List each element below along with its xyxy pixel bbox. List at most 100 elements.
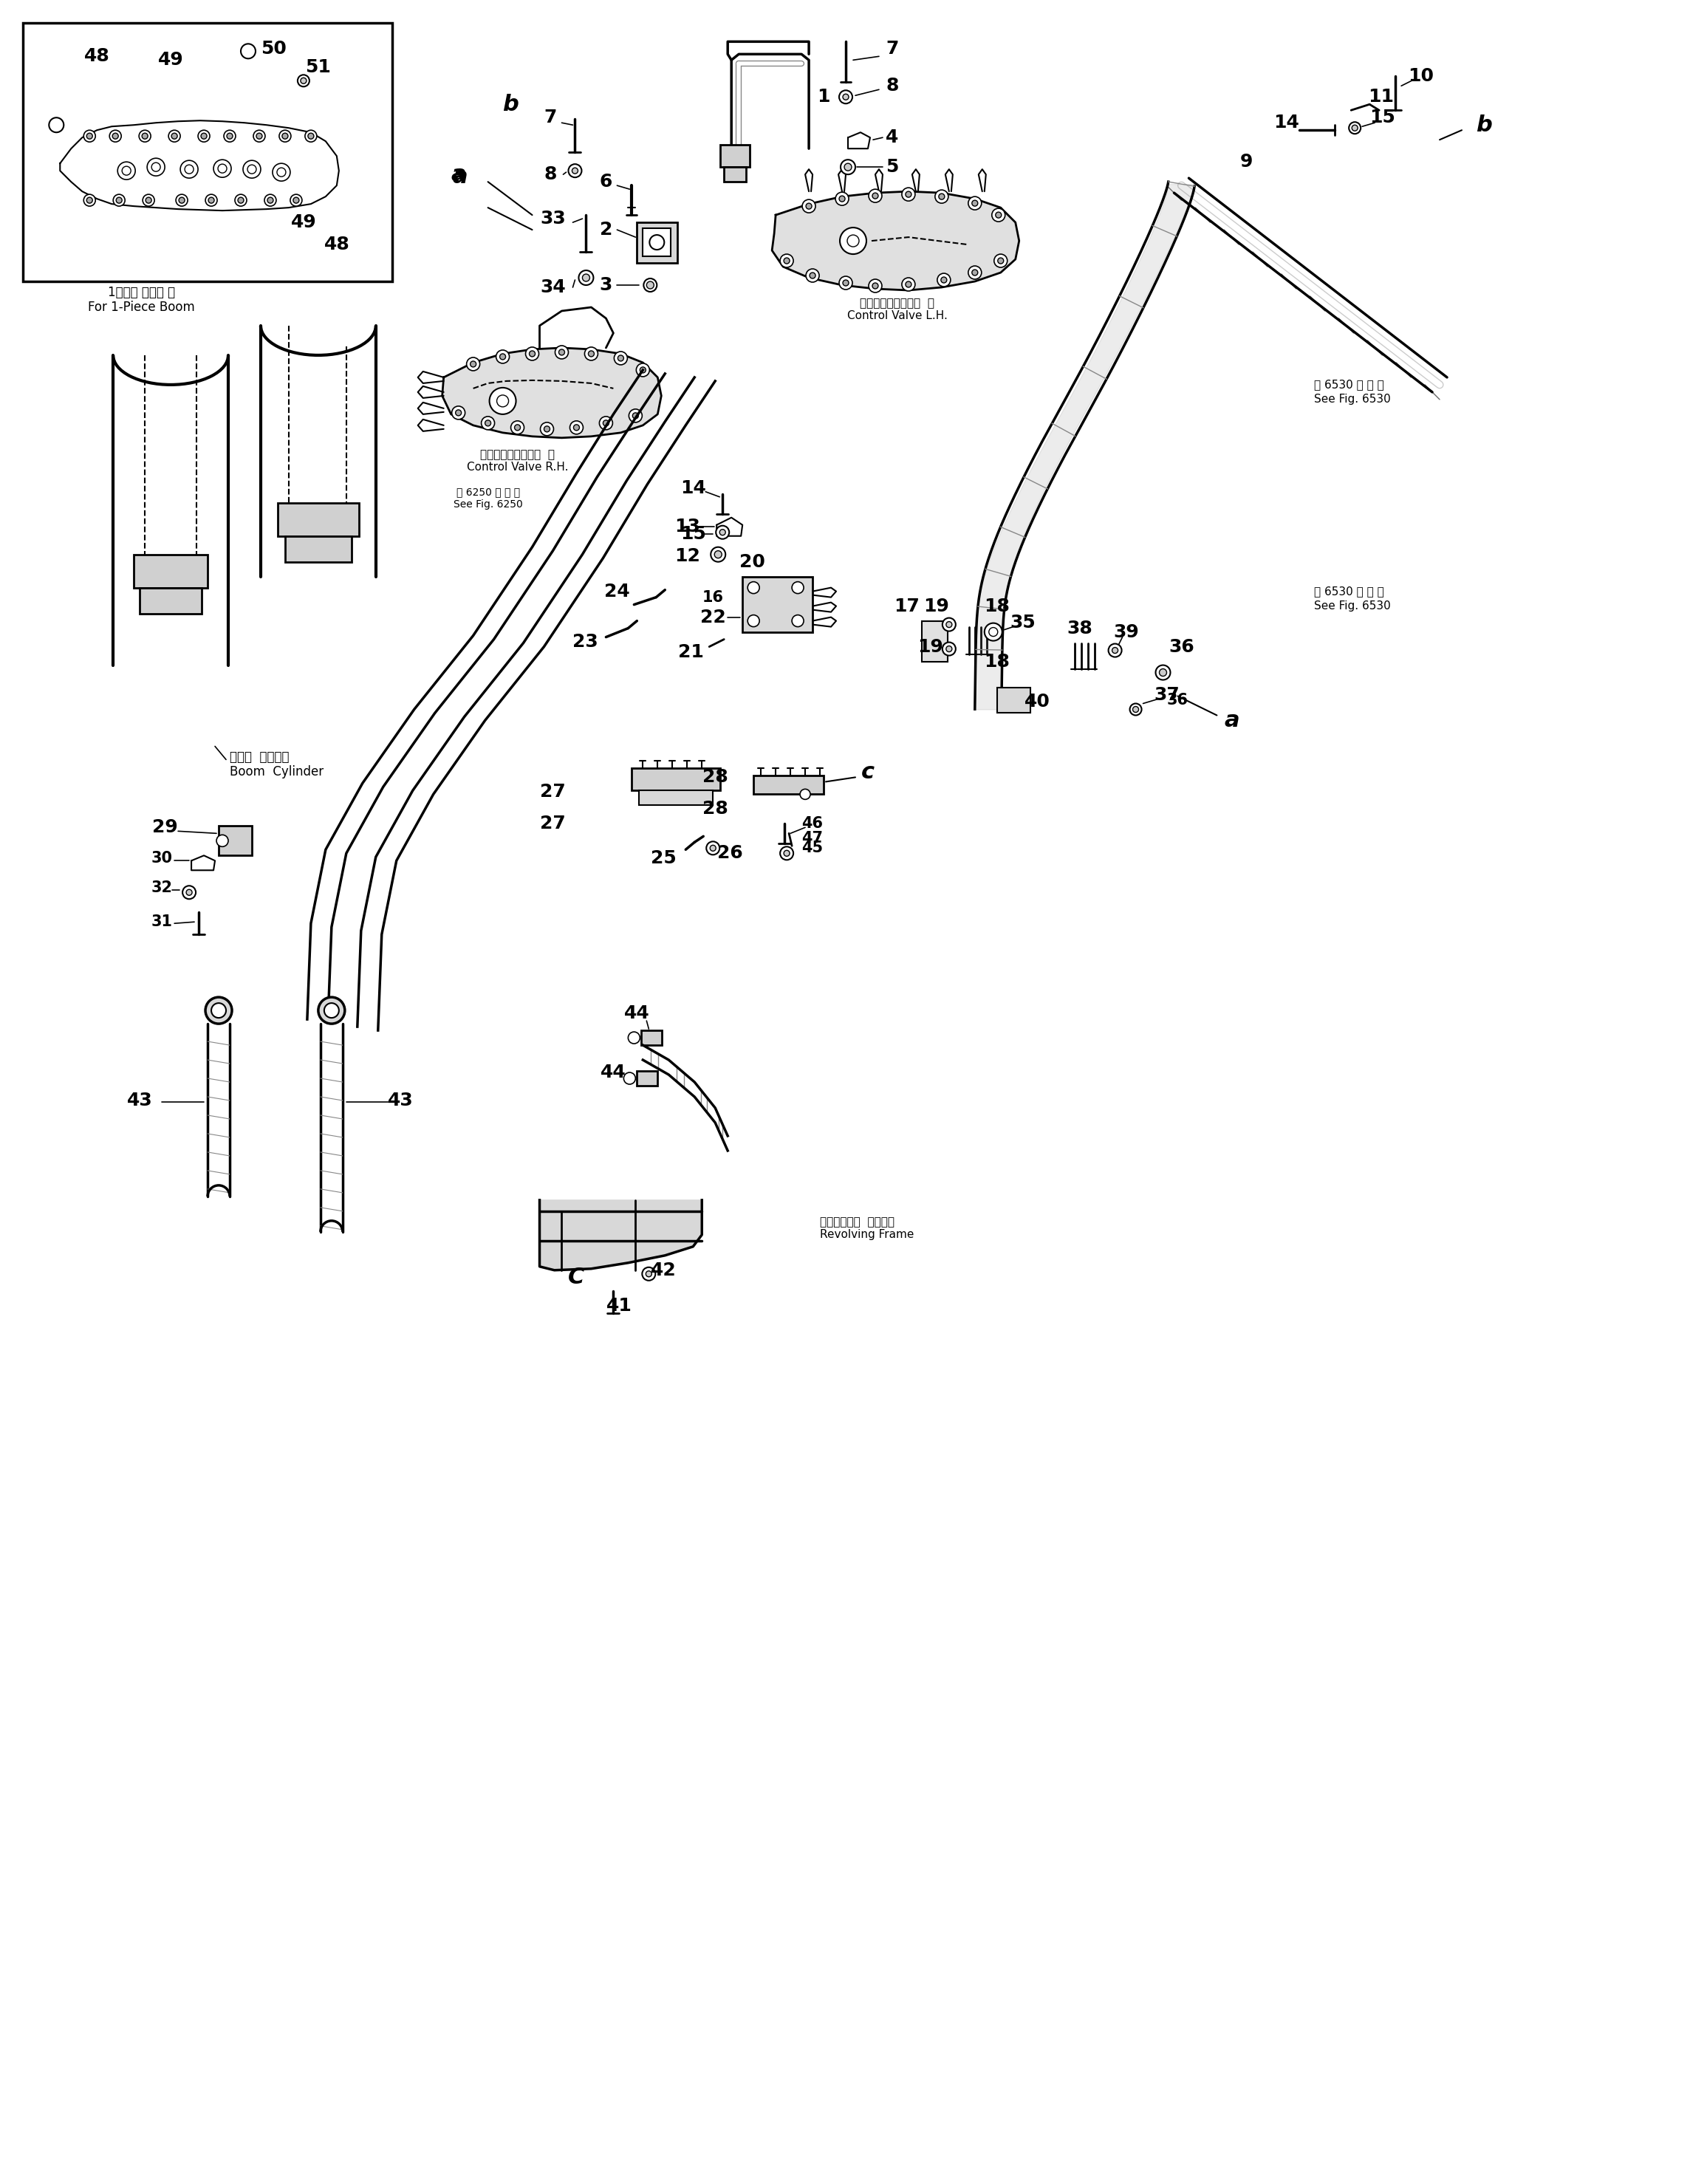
- Circle shape: [268, 197, 273, 203]
- Circle shape: [997, 258, 1004, 264]
- Bar: [642, 1031, 662, 1046]
- Circle shape: [297, 74, 309, 87]
- Circle shape: [623, 1072, 635, 1083]
- Bar: [278, 502, 358, 535]
- Circle shape: [720, 529, 725, 535]
- Bar: [637, 223, 678, 262]
- Circle shape: [227, 133, 232, 140]
- Text: 4: 4: [886, 129, 898, 146]
- Text: For 1-Piece Boom: For 1-Piece Boom: [87, 301, 195, 314]
- Circle shape: [179, 197, 184, 203]
- Text: 27: 27: [539, 815, 565, 832]
- Circle shape: [290, 194, 302, 205]
- Text: 49: 49: [290, 214, 316, 232]
- Circle shape: [985, 622, 1002, 640]
- Text: 15: 15: [1369, 109, 1395, 127]
- Circle shape: [113, 133, 118, 140]
- Bar: [753, 775, 823, 795]
- Circle shape: [113, 194, 125, 205]
- Circle shape: [265, 194, 277, 205]
- Bar: [133, 555, 208, 587]
- Text: 11: 11: [1367, 87, 1393, 105]
- Circle shape: [840, 227, 867, 253]
- Circle shape: [942, 618, 956, 631]
- Circle shape: [715, 526, 729, 539]
- Circle shape: [784, 850, 790, 856]
- Bar: [632, 769, 720, 791]
- Circle shape: [748, 581, 760, 594]
- Circle shape: [715, 550, 722, 559]
- Circle shape: [840, 90, 852, 103]
- Text: 26: 26: [717, 845, 743, 863]
- Bar: [922, 620, 947, 662]
- Circle shape: [248, 164, 256, 175]
- Text: See Fig. 6530: See Fig. 6530: [1314, 601, 1391, 612]
- Text: 47: 47: [802, 832, 823, 845]
- Text: 42: 42: [650, 1262, 676, 1280]
- Circle shape: [514, 424, 521, 430]
- Circle shape: [869, 190, 883, 203]
- Circle shape: [935, 190, 949, 203]
- Circle shape: [843, 94, 848, 100]
- Text: Boom  Cylinder: Boom Cylinder: [230, 764, 324, 780]
- Circle shape: [647, 282, 654, 288]
- Circle shape: [710, 546, 725, 561]
- Text: 18: 18: [985, 596, 1011, 616]
- Circle shape: [253, 131, 265, 142]
- Circle shape: [466, 358, 480, 371]
- Circle shape: [1111, 646, 1118, 653]
- Text: Revolving Frame: Revolving Frame: [819, 1230, 913, 1241]
- Circle shape: [995, 212, 1002, 218]
- Circle shape: [806, 269, 819, 282]
- Text: 44: 44: [601, 1064, 626, 1081]
- Circle shape: [208, 197, 215, 203]
- Text: 10: 10: [1408, 68, 1434, 85]
- Circle shape: [574, 424, 579, 430]
- Text: 28: 28: [702, 799, 727, 817]
- Text: 19: 19: [918, 638, 944, 655]
- Circle shape: [992, 207, 1005, 221]
- Circle shape: [143, 194, 154, 205]
- Text: Control Valve L.H.: Control Valve L.H.: [847, 310, 947, 321]
- Text: 22: 22: [700, 609, 725, 627]
- Text: 9: 9: [1239, 153, 1253, 170]
- Circle shape: [510, 422, 524, 435]
- Circle shape: [748, 616, 760, 627]
- Circle shape: [171, 133, 178, 140]
- Circle shape: [109, 131, 121, 142]
- Circle shape: [780, 253, 794, 266]
- Circle shape: [946, 622, 953, 627]
- Text: 13: 13: [674, 518, 700, 535]
- Circle shape: [971, 201, 978, 205]
- Circle shape: [198, 131, 210, 142]
- Circle shape: [937, 273, 951, 286]
- Circle shape: [256, 133, 263, 140]
- Text: コントロールバルブ  右: コントロールバルブ 右: [480, 450, 555, 461]
- Text: 33: 33: [539, 210, 565, 227]
- Circle shape: [186, 889, 193, 895]
- Text: 19: 19: [923, 596, 949, 616]
- Circle shape: [633, 413, 638, 419]
- Bar: [285, 535, 352, 561]
- Circle shape: [318, 998, 345, 1024]
- Circle shape: [300, 79, 307, 83]
- Circle shape: [205, 998, 232, 1024]
- Bar: [24, 24, 393, 282]
- Circle shape: [801, 788, 811, 799]
- Text: 18: 18: [985, 653, 1011, 670]
- Circle shape: [294, 197, 299, 203]
- Text: 7: 7: [545, 109, 556, 127]
- Circle shape: [181, 159, 198, 179]
- Text: 43: 43: [126, 1092, 152, 1109]
- Circle shape: [242, 159, 261, 179]
- Polygon shape: [772, 192, 1019, 290]
- Circle shape: [184, 164, 193, 175]
- Text: 48: 48: [84, 48, 109, 66]
- Text: 23: 23: [572, 633, 597, 651]
- Circle shape: [835, 192, 848, 205]
- Circle shape: [490, 389, 516, 415]
- Text: 36: 36: [1168, 692, 1188, 708]
- Text: a: a: [1224, 710, 1239, 732]
- Circle shape: [307, 133, 314, 140]
- Circle shape: [217, 834, 229, 847]
